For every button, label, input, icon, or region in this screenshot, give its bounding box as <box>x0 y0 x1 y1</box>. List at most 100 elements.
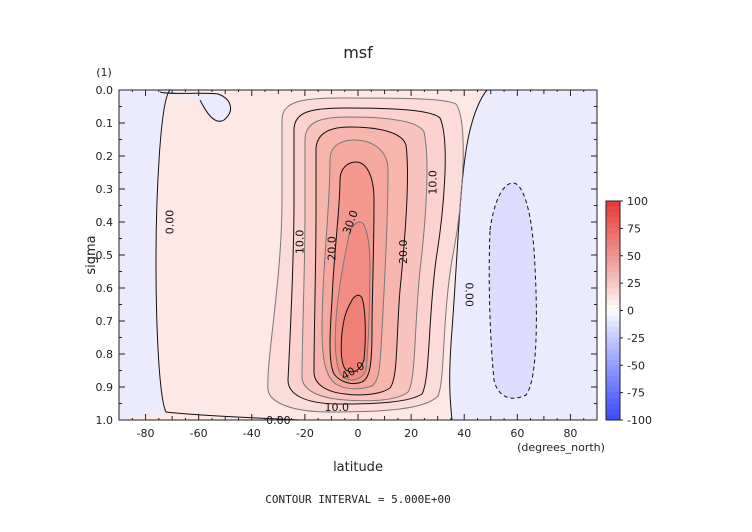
contour-label: 10.0 <box>294 230 307 255</box>
colorbar: 100 75 50 25 0 -25 -50 -75 -100 <box>605 195 652 427</box>
contour-15 <box>301 116 428 402</box>
contour-zero-top <box>159 91 232 122</box>
x-axis-units: (degrees_north) <box>517 441 605 454</box>
y-axis-label: sigma <box>84 235 99 274</box>
colorbar-tick-label: 25 <box>627 277 641 290</box>
colorbar-segment <box>606 315 620 322</box>
colorbar-segment <box>606 414 620 421</box>
y-tick-label: 0.1 <box>96 117 114 130</box>
contour-25 <box>321 139 389 390</box>
contour-zero-right <box>449 90 488 420</box>
colorbar-segment <box>606 277 620 284</box>
x-tick-label: 80 <box>563 427 577 440</box>
colorbar-segment <box>606 359 620 366</box>
colorbar-segment <box>606 217 620 224</box>
colorbar-segment <box>606 206 620 213</box>
colorbar-segment <box>606 326 620 333</box>
colorbar-tick-label: -25 <box>627 332 645 345</box>
colorbar-segment <box>606 376 620 383</box>
colorbar-segment <box>606 294 620 300</box>
colorbar-segment <box>606 283 620 289</box>
colorbar-segment <box>606 398 620 404</box>
colorbar-segment <box>606 332 620 339</box>
contour-neg-5 <box>488 182 537 399</box>
colorbar-segment <box>606 310 620 317</box>
contour-40 <box>340 294 366 373</box>
x-tick-label: 0 <box>355 427 362 440</box>
y-axis-units: (1) <box>96 66 112 79</box>
colorbar-segment <box>606 244 620 251</box>
contour-fills <box>119 90 597 420</box>
colorbar-segment <box>606 250 620 257</box>
contour-5 <box>267 97 464 413</box>
colorbar-segment <box>606 354 620 361</box>
colorbar-tick-label: -100 <box>627 414 652 427</box>
y-tick-label: 0.8 <box>96 348 114 361</box>
fill-neg-inner <box>489 183 537 399</box>
y-tick-label: 0.4 <box>96 216 114 229</box>
x-axis: -80 -60 -40 -20 0 20 40 60 80 <box>118 90 598 440</box>
colorbar-segment <box>606 337 620 344</box>
colorbar-segment <box>606 266 620 273</box>
y-tick-label: 0.9 <box>96 381 114 394</box>
x-tick-label: -80 <box>137 427 155 440</box>
colorbar-segment <box>606 387 620 394</box>
contour-20 <box>313 126 408 396</box>
colorbar-segment <box>606 272 620 279</box>
colorbar-segment <box>606 321 620 328</box>
contour-label: 10.0 <box>426 170 439 195</box>
y-tick-label: 0.3 <box>96 183 114 196</box>
x-tick-label: 20 <box>404 427 418 440</box>
colorbar-segment <box>606 409 620 415</box>
colorbar-segment <box>606 228 620 235</box>
fill-neg-top-left <box>160 92 231 122</box>
colorbar-segment <box>606 288 620 295</box>
contour-35 <box>334 221 371 381</box>
contour-label: 20.0 <box>397 239 410 264</box>
contour-label: 20.0 <box>325 236 338 261</box>
colorbar-segment <box>606 261 620 268</box>
colorbar-segment <box>606 370 620 377</box>
colorbar-tick-label: -75 <box>627 387 645 400</box>
colorbar-tick-label: 75 <box>627 222 641 235</box>
contour-label: 0.00 <box>463 282 476 307</box>
colorbar-segment <box>606 365 620 372</box>
colorbar-segment <box>606 381 620 388</box>
x-tick-label: -40 <box>243 427 261 440</box>
colorbar-segment <box>606 233 620 240</box>
y-tick-label: 0.5 <box>96 249 114 262</box>
colorbar-segment <box>606 201 620 207</box>
y-tick-label: 0.6 <box>96 282 114 295</box>
colorbar-segment <box>606 403 620 410</box>
colorbar-segment <box>606 211 620 218</box>
colorbar-segment <box>606 239 620 246</box>
colorbar-tick-label: 50 <box>627 250 641 263</box>
colorbar-segment <box>606 299 620 306</box>
colorbar-tick-label: 0 <box>627 305 634 318</box>
colorbar-segment <box>606 255 620 262</box>
x-axis-label: latitude <box>333 460 383 475</box>
x-tick-label: 40 <box>457 427 471 440</box>
chart-title: msf <box>343 43 373 62</box>
fill-40-plus <box>341 295 366 372</box>
y-tick-label: 1.0 <box>96 414 114 427</box>
y-tick-label: 0.0 <box>96 84 114 97</box>
x-tick-label: -60 <box>190 427 208 440</box>
colorbar-segment <box>606 343 620 350</box>
colorbar-segment <box>606 348 620 355</box>
x-tick-label: 60 <box>510 427 524 440</box>
colorbar-segment <box>606 392 620 399</box>
contour-10 <box>287 107 446 405</box>
contour-label: 10.0 <box>325 401 350 414</box>
colorbar-segment <box>606 305 620 311</box>
contour-label: 0.00 <box>163 210 176 235</box>
y-axis: 0.0 0.1 0.2 0.3 0.4 0.5 0.6 0.7 0.8 0.9 1.0 <box>96 84 597 427</box>
y-tick-label: 0.2 <box>96 150 114 163</box>
contour-30 <box>329 161 375 385</box>
colorbar-tick-label: -50 <box>627 359 645 372</box>
colorbar-segment <box>606 222 620 229</box>
contour-interval-note: CONTOUR INTERVAL = 5.000E+00 <box>265 493 450 506</box>
colorbar-tick-label: 100 <box>627 195 648 208</box>
